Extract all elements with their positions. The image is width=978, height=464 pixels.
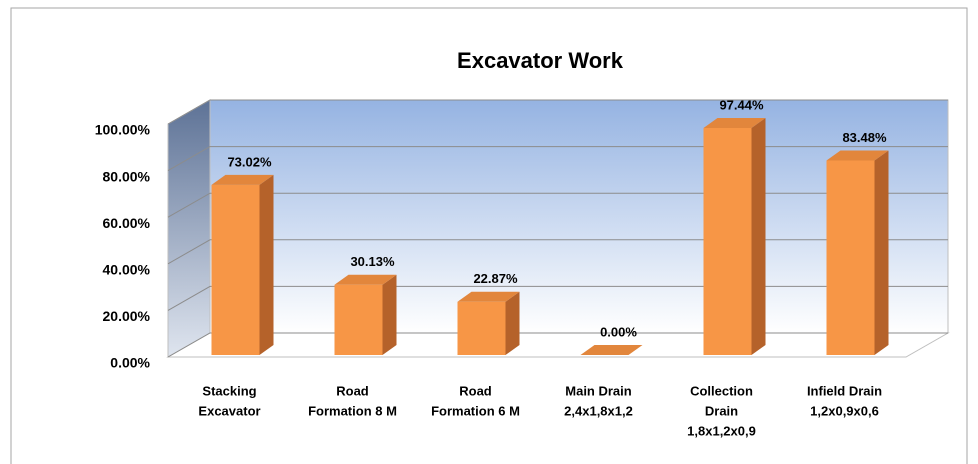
grid-line: [167, 146, 948, 172]
bar-face: [505, 291, 520, 355]
x-tick-label: Formation 6 M: [431, 403, 520, 418]
bar: [457, 291, 520, 355]
side-wall: [167, 99, 211, 358]
bar-face: [334, 284, 383, 355]
chart-title: Excavator Work: [457, 48, 624, 73]
bar-face: [826, 160, 875, 355]
bar-face: [751, 117, 766, 355]
y-tick-label: 60.00%: [103, 215, 151, 231]
value-label: 73.02%: [227, 154, 272, 169]
x-tick-label: 1,8x1,2x0,9: [687, 423, 756, 438]
bar-face: [457, 291, 520, 302]
value-label: 22.87%: [473, 271, 518, 286]
bar-face: [703, 127, 752, 355]
x-tick-label: 2,4x1,8x1,2: [564, 403, 633, 418]
bar: [211, 174, 274, 355]
bar: [580, 345, 643, 355]
bar-face: [703, 117, 766, 128]
value-label: 30.13%: [350, 254, 395, 269]
bar-face: [334, 274, 397, 285]
x-tick-label: Infield Drain: [807, 383, 882, 398]
grid-line: [167, 332, 948, 358]
grid-line: [167, 239, 948, 265]
bar-face: [457, 301, 506, 355]
x-tick-label: Road: [459, 383, 492, 398]
grid-line: [167, 285, 948, 311]
bar-face: [580, 345, 643, 355]
y-tick-label: 40.00%: [103, 262, 151, 278]
y-tick-label: 0.00%: [110, 355, 150, 371]
x-tick-label: Formation 8 M: [308, 403, 397, 418]
x-tick-label: Road: [336, 383, 369, 398]
x-tick-label: 1,2x0,9x0,6: [810, 403, 879, 418]
grid-line: [167, 192, 948, 218]
bar: [826, 150, 889, 355]
y-tick-label: 80.00%: [103, 168, 151, 184]
x-tick-label: Excavator: [198, 403, 260, 418]
bar-face: [874, 150, 889, 355]
x-tick-label: Drain: [705, 403, 738, 418]
value-label: 83.48%: [842, 130, 887, 145]
y-tick-label: 20.00%: [103, 308, 151, 324]
x-tick-label: Stacking: [202, 383, 256, 398]
value-label: 0.00%: [600, 324, 637, 339]
x-tick-label: Collection: [690, 383, 753, 398]
bar-face: [259, 174, 274, 355]
value-label: 97.44%: [719, 97, 764, 112]
bar-face: [382, 274, 397, 355]
y-tick-label: 100.00%: [95, 122, 151, 138]
grid-line: [167, 99, 948, 125]
bar-face: [211, 174, 274, 185]
bar-face: [211, 184, 260, 355]
x-tick-label: Main Drain: [565, 383, 632, 398]
bar: [334, 274, 397, 355]
bar-face: [826, 150, 889, 161]
bar: [703, 117, 766, 355]
